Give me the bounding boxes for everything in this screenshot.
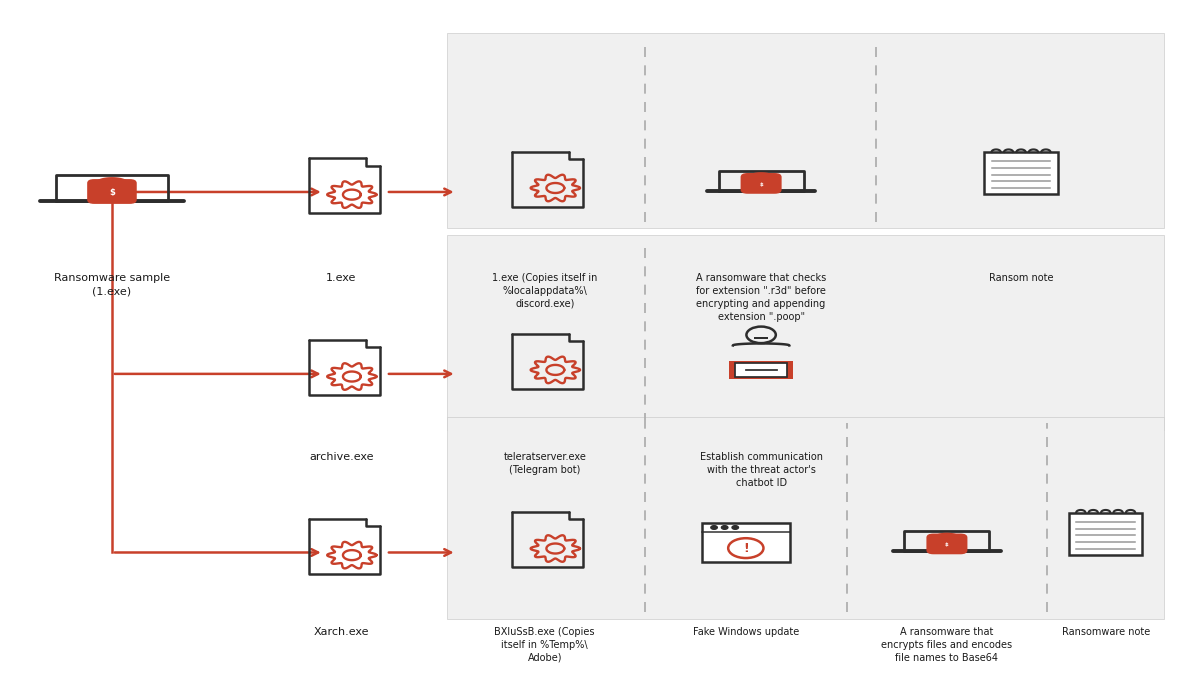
- Text: BXluSsB.exe (Copies
itself in %Temp%\
Adobe): BXluSsB.exe (Copies itself in %Temp%\ Ad…: [494, 627, 595, 663]
- Bar: [984, 152, 1057, 194]
- Bar: [728, 360, 793, 379]
- Text: !: !: [743, 541, 749, 555]
- Text: 1.exe: 1.exe: [326, 273, 356, 284]
- Text: A ransomware that
encrypts files and encodes
file names to Base64: A ransomware that encrypts files and enc…: [881, 627, 1013, 663]
- FancyBboxPatch shape: [88, 179, 137, 204]
- Bar: [1069, 512, 1142, 555]
- FancyBboxPatch shape: [926, 533, 967, 554]
- Text: Establish communication
with the threat actor's
chatbot ID: Establish communication with the threat …: [700, 452, 823, 487]
- Bar: [702, 522, 790, 562]
- Text: $: $: [109, 188, 115, 197]
- Bar: [448, 33, 1164, 228]
- Text: archive.exe: archive.exe: [310, 452, 373, 462]
- Bar: [448, 235, 1164, 430]
- Text: Ransomware note: Ransomware note: [1062, 627, 1150, 637]
- Circle shape: [710, 526, 718, 529]
- Text: $: $: [760, 182, 763, 186]
- Text: Ransomware sample
(1.exe): Ransomware sample (1.exe): [54, 273, 170, 296]
- Text: teleratserver.exe
(Telegram bot): teleratserver.exe (Telegram bot): [503, 452, 586, 475]
- FancyBboxPatch shape: [740, 173, 781, 194]
- Text: Ransom note: Ransom note: [989, 273, 1054, 284]
- Text: 1.exe (Copies itself in
%localappdata%\
discord.exe): 1.exe (Copies itself in %localappdata%\ …: [492, 273, 598, 309]
- Text: $: $: [946, 542, 949, 547]
- Bar: [736, 362, 787, 377]
- Bar: [448, 417, 1164, 618]
- Text: Fake Windows update: Fake Windows update: [692, 627, 799, 637]
- Circle shape: [721, 526, 728, 529]
- Circle shape: [732, 526, 738, 529]
- Text: A ransomware that checks
for extension ".r3d" before
encrypting and appending
ex: A ransomware that checks for extension "…: [696, 273, 827, 322]
- Text: Xarch.exe: Xarch.exe: [313, 627, 370, 637]
